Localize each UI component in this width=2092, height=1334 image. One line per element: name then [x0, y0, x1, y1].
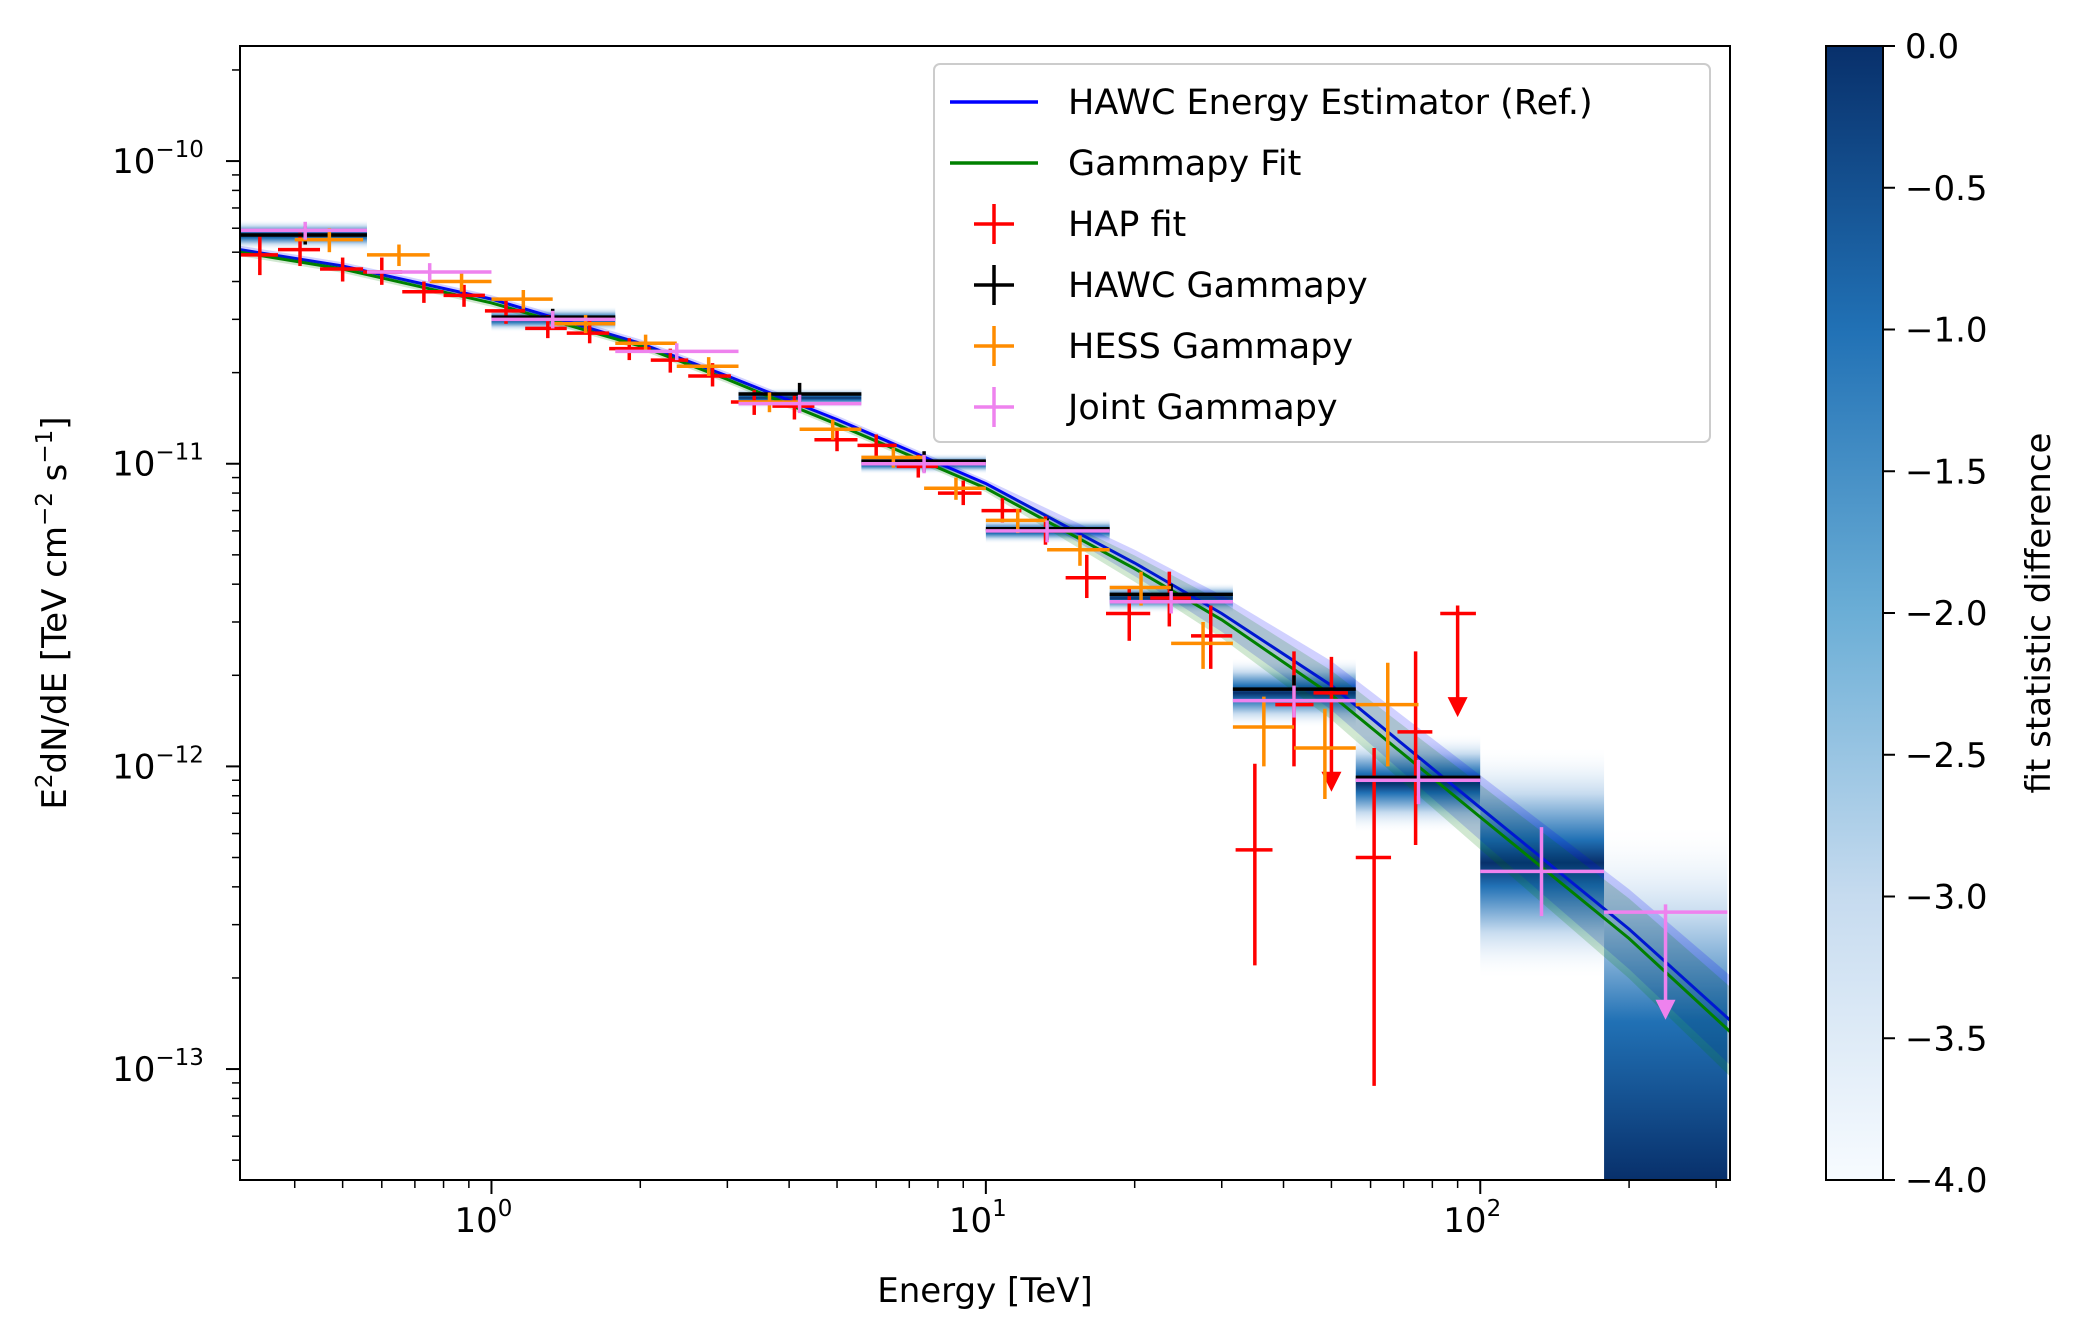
y-axis-title-sup1: 2 [32, 773, 58, 788]
legend-item: Gammapy Fit [950, 144, 1301, 184]
data-point [1065, 554, 1107, 599]
data-point [937, 480, 982, 506]
data-point [985, 520, 1110, 543]
flux-points [240, 221, 1728, 1086]
data-point [1235, 763, 1273, 966]
data-point [857, 434, 897, 458]
colorbar-tick-label: −3.0 [1905, 878, 1988, 918]
x-axis-title: Energy [TeV] [877, 1271, 1093, 1311]
data-point [443, 284, 485, 307]
y-axis-title-end: ] [35, 416, 75, 429]
legend-label: Gammapy Fit [1068, 144, 1301, 184]
colorbar-tick-label: −1.5 [1905, 452, 1988, 492]
data-point [491, 310, 616, 329]
data-point [1191, 605, 1233, 669]
data-point [738, 394, 862, 414]
legend: HAWC Energy Estimator (Ref.) Gammapy Fit H… [933, 63, 1711, 443]
data-point [772, 393, 815, 420]
colorbar: 0.0 −0.5 −1.0 −1.5 −2.0 −2.5 −3.0 −3.5 −4.0 fit … [1825, 27, 2059, 1201]
data-point [1355, 662, 1419, 767]
y-axis-title-sup3: −1 [32, 430, 58, 464]
y-axis-title-mid: dN/dE [TeV cm [35, 526, 75, 773]
x-axis-ticks: 100 101 102 [455, 1180, 1501, 1241]
legend-item: HAP fit [974, 204, 1186, 245]
data-point [491, 290, 553, 309]
y-tick-label: 10−12 [112, 742, 204, 787]
data-point [1293, 708, 1356, 800]
data-point [799, 419, 862, 440]
model-line [240, 250, 1730, 1033]
data-point [615, 334, 677, 353]
colorbar-gradient [1825, 45, 1884, 1181]
colorbar-tick-label: −3.5 [1905, 1019, 1988, 1059]
minor-ticks [232, 69, 1717, 1188]
y-tick-label: 10−13 [112, 1045, 204, 1090]
legend-label: HAWC Gammapy [1068, 266, 1368, 306]
colorbar-tick-label: −1.0 [1905, 311, 1988, 351]
colorbar-tick-label: −2.5 [1905, 736, 1988, 776]
data-point [1171, 621, 1233, 669]
legend-item: HAWC Gammapy [974, 265, 1368, 306]
data-point [1604, 904, 1728, 1020]
x-tick-label: 102 [1443, 1196, 1501, 1241]
data-point [1480, 827, 1605, 917]
data-point [240, 234, 278, 276]
y-tick-label: 10−10 [112, 137, 204, 182]
y-axis-title-mid2: s [35, 464, 75, 493]
upper-limit-arrow [1655, 999, 1676, 1020]
legend-box [933, 63, 1711, 443]
legend-label: HAWC Energy Estimator (Ref.) [1068, 83, 1593, 123]
y-axis-ticks: 10−13 10−12 10−11 10−10 [112, 137, 240, 1090]
data-point [981, 498, 1022, 523]
data-point [429, 272, 492, 292]
y-axis-title-sup2: −2 [32, 492, 58, 526]
legend-item: HAWC Energy Estimator (Ref.) [950, 83, 1593, 123]
colorbar-tick-label: 0.0 [1905, 27, 1959, 67]
data-point [320, 257, 364, 282]
data-point [676, 357, 739, 376]
data-point [861, 454, 986, 474]
y-axis-title: E2dN/dE [TeV cm−2 s−1] [32, 416, 75, 809]
colorbar-tick-label: −2.0 [1905, 594, 1988, 634]
data-point [814, 429, 858, 452]
colorbar-ticks: 0.0 −0.5 −1.0 −1.5 −2.0 −2.5 −3.0 −3.5 −4.0 [1883, 27, 1988, 1201]
series-joint-gammapy [240, 221, 1728, 1020]
colorbar-tick-label: −4.0 [1905, 1161, 1988, 1201]
data-point [1232, 685, 1356, 718]
data-point [366, 263, 492, 282]
data-point [1355, 748, 1392, 1086]
legend-label: HAP fit [1068, 205, 1186, 245]
data-point [1232, 696, 1294, 767]
data-point [1440, 605, 1476, 718]
y-tick-label: 10−11 [112, 440, 204, 485]
data-point [1106, 587, 1151, 641]
data-point [402, 281, 444, 303]
data-point [1047, 535, 1110, 566]
data-point [1109, 571, 1172, 606]
x-tick-label: 100 [455, 1196, 513, 1241]
y-axis-title-base: E [35, 788, 75, 809]
data-point [1109, 590, 1233, 614]
legend-item: Joint Gammapy [974, 387, 1338, 428]
colorbar-label: fit statistic difference [2019, 433, 2059, 794]
data-point [1397, 651, 1433, 845]
data-point [366, 244, 430, 267]
legend-label: Joint Gammapy [1066, 388, 1338, 428]
legend-item: HESS Gammapy [974, 326, 1353, 367]
legend-label: HESS Gammapy [1068, 327, 1353, 367]
upper-limit-arrow [1447, 697, 1468, 718]
data-point [1355, 759, 1481, 805]
data-point [240, 221, 367, 240]
x-tick-label: 101 [949, 1196, 1007, 1241]
data-point [615, 343, 739, 361]
data-point [924, 477, 986, 500]
colorbar-tick-label: −0.5 [1905, 169, 1988, 209]
data-point [985, 508, 1048, 534]
